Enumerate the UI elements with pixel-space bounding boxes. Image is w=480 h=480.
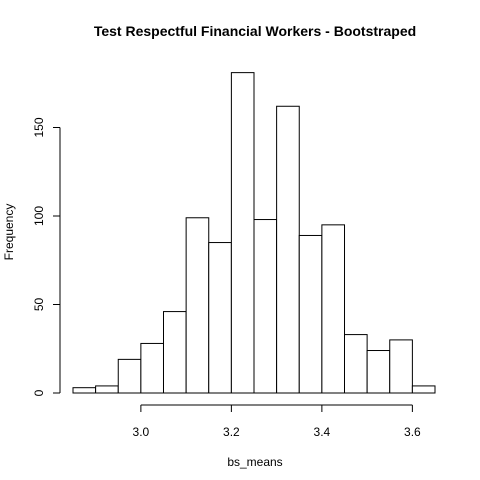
histogram-bar (298, 234, 323, 394)
x-tick-label: 3.6 (404, 425, 421, 439)
histogram-bar (140, 342, 164, 394)
histogram-bar (411, 385, 436, 394)
x-axis-label: bs_means (227, 455, 282, 469)
histogram-bar (321, 224, 346, 394)
x-tick-label: 3.4 (314, 425, 331, 439)
histogram-bar (253, 219, 278, 394)
histogram-bar (95, 385, 119, 394)
y-tick-label: 100 (32, 206, 46, 226)
y-axis: 0 50 100 150 (32, 117, 61, 396)
histogram-bar (163, 311, 187, 394)
x-axis: 3.0 3.2 3.4 3.6 (133, 404, 421, 439)
histogram-bar (230, 72, 255, 394)
histogram-bar (208, 242, 232, 394)
histogram-bar (366, 350, 391, 394)
y-tick-label: 150 (32, 117, 46, 137)
histogram-bar (344, 334, 368, 394)
bars-group (72, 72, 436, 394)
x-tick-label: 3.2 (223, 425, 240, 439)
histogram-bar (389, 339, 413, 394)
y-tick-label: 50 (32, 298, 46, 312)
histogram-bar (72, 387, 97, 394)
x-tick-label: 3.0 (133, 425, 150, 439)
histogram-bar (117, 358, 142, 394)
histogram-bar (185, 217, 210, 394)
chart-title: Test Respectful Financial Workers - Boot… (94, 23, 416, 39)
histogram-bar (276, 105, 300, 394)
y-tick-label: 0 (32, 389, 46, 396)
y-axis-label: Frequency (2, 204, 16, 261)
